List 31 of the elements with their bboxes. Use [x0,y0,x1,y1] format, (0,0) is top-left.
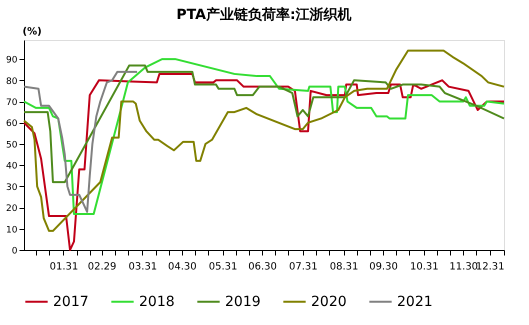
chart-title: PTA产业链负荷率:江浙织机 [176,6,352,23]
x-tick-label: 01.31 [50,262,78,272]
x-tick-label: 08.31 [330,262,358,272]
legend-label: 2020 [311,294,347,310]
y-tick-label: 80 [6,76,18,87]
x-tick-label: 09.30 [369,262,398,272]
line-series [23,64,505,184]
y-tick-label: 10 [6,225,18,236]
y-axis-title: (%) [22,26,42,38]
x-tick-label: 06.30 [248,262,277,272]
x-tick-label: 03.31 [128,262,158,272]
x-tick-label: 11.30 [449,262,478,272]
legend-label: 2018 [139,294,175,310]
y-tick-label: 0 [12,246,18,256]
x-tick-label: 12.31 [476,262,504,272]
x-tick-label: 10.31 [410,262,439,272]
x-tick-label: 07.31 [288,262,318,272]
legend-label: 2019 [225,294,261,310]
line-series [23,70,138,213]
y-tick-label: 90 [6,56,18,66]
y-tick-label: 40 [6,162,18,172]
y-tick-label: 20 [6,204,18,214]
x-tick-label: 02.29 [88,262,116,272]
y-tick-label: 70 [6,98,18,108]
y-tick-label: 50 [6,140,18,150]
legend-label: 2017 [53,294,89,310]
x-tick-label: 04.30 [168,262,197,272]
y-tick-label: 30 [6,182,18,193]
x-tick-label: 05.31 [208,262,238,272]
y-tick-label: 60 [6,119,18,130]
legend-label: 2021 [397,294,433,310]
